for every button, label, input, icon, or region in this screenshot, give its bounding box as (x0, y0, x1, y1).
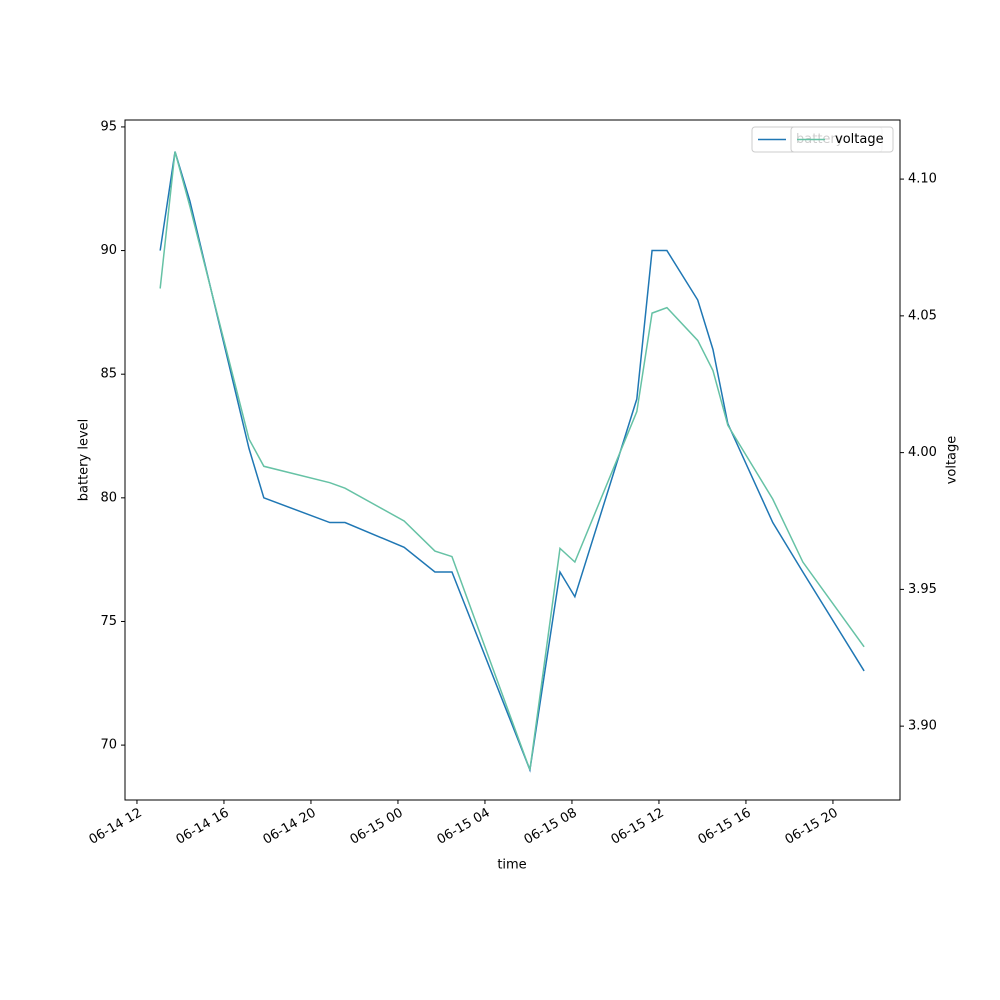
y-axis-label: battery level (77, 419, 92, 502)
y2-tick-label: 3.90 (908, 719, 937, 734)
x-tick-label: 06-14 20 (261, 806, 319, 848)
y-tick-label: 95 (100, 119, 117, 134)
x-tick-label: 06-15 20 (783, 806, 841, 848)
y-tick-label: 75 (100, 614, 117, 629)
x-tick-label: 06-15 12 (609, 806, 667, 848)
y-tick-label: 85 (100, 367, 117, 382)
legend-box (790, 126, 894, 153)
series-line (159, 151, 865, 773)
x-tick-label: 06-15 00 (348, 806, 406, 848)
y2-tick-label: 4.00 (908, 445, 937, 460)
x-tick-label: 06-15 16 (696, 806, 754, 848)
x-tick-label: 06-14 12 (87, 806, 145, 848)
axes-frame (124, 119, 901, 801)
y2-axis-label: voltage (945, 436, 960, 485)
y2-tick-label: 3.95 (908, 582, 937, 597)
y-tick-label: 70 (100, 738, 117, 753)
x-axis-label: time (497, 858, 526, 873)
y2-tick-label: 4.05 (908, 308, 937, 323)
x-tick-label: 06-15 04 (435, 806, 493, 848)
series-line (159, 151, 865, 771)
legend-label: voltage (835, 132, 884, 147)
y-tick-label: 80 (100, 490, 117, 505)
y-tick-label: 90 (100, 243, 117, 258)
y2-tick-label: 4.10 (908, 172, 937, 187)
x-tick-label: 06-15 08 (522, 806, 580, 848)
x-tick-label: 06-14 16 (174, 806, 232, 848)
